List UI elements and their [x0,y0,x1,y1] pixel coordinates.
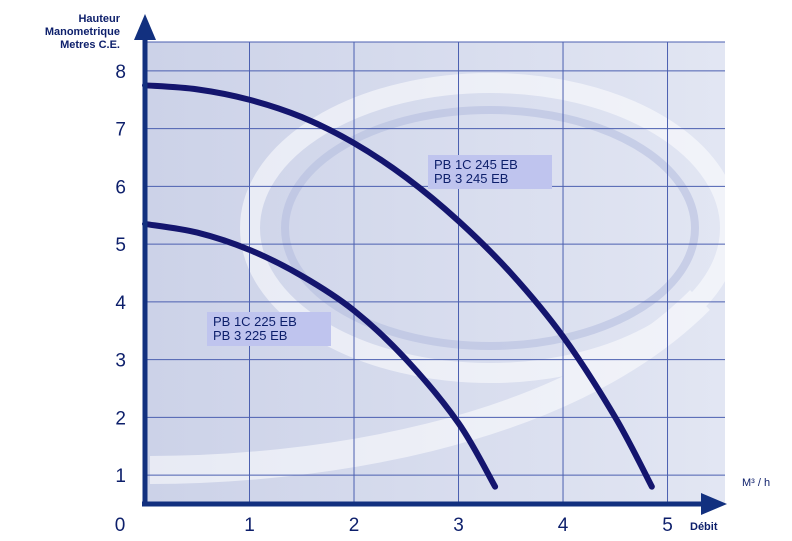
pump-curve-2 [142,220,499,490]
tick-labels: 1 2 3 4 5 6 7 8 1 2 3 4 5 0 [115,62,673,536]
y-tick-label-1: 1 [115,466,126,487]
x-tick-label-5: 5 [662,515,673,536]
y-axis-arrow [134,14,156,40]
x-tick-label-2: 2 [349,515,360,536]
y-axis-title: Hauteur Manometrique Metres C.E. [45,13,121,51]
y-tick-label-5: 5 [115,235,126,256]
series-label-box-1 [428,155,552,189]
x-tick-label-1: 1 [244,515,255,536]
axes [134,14,727,515]
x-tick-label-4: 4 [558,515,569,536]
y-axis-title-line-2: Manometrique [45,26,120,38]
y-axis-title-line-3: Metres C.E. [60,39,120,51]
grid [145,41,725,504]
series-label-box-2 [207,312,331,346]
x-axis-arrow [701,493,727,515]
y-tick-label-3: 3 [115,351,126,372]
pump-curve-1 [142,82,655,490]
series-label-1-line-1: PB 1C 245 EB [434,157,518,172]
y-tick-label-4: 4 [115,293,126,314]
x-tick-label-3: 3 [453,515,464,536]
y-tick-label-6: 6 [115,177,126,198]
series-label-2-line-1: PB 1C 225 EB [213,314,297,329]
y-tick-label-2: 2 [115,408,126,429]
origin-label: 0 [115,515,126,536]
series-label-2-line-2: PB 3 225 EB [213,328,287,343]
x-axis-title: Débit [690,521,718,533]
y-axis-title-line-1: Hauteur [78,13,120,25]
y-tick-label-7: 7 [115,120,126,141]
curves [142,82,655,490]
y-tick-label-8: 8 [115,62,126,83]
x-axis-unit: M³ / h [742,477,770,489]
series-label-1-line-2: PB 3 245 EB [434,171,508,186]
